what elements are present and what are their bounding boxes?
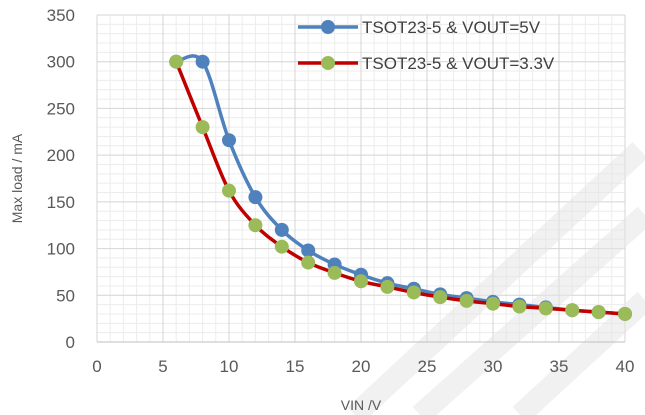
y-tick-label: 150 bbox=[47, 193, 75, 212]
data-point bbox=[195, 120, 210, 135]
data-point bbox=[354, 274, 368, 289]
data-point bbox=[222, 183, 236, 198]
data-point bbox=[248, 190, 263, 205]
y-tick-label: 300 bbox=[47, 53, 75, 72]
data-point bbox=[274, 222, 289, 237]
data-point bbox=[380, 279, 395, 294]
data-point bbox=[327, 265, 342, 280]
data-point bbox=[459, 293, 474, 308]
x-axis-title: VIN /V bbox=[341, 397, 382, 413]
data-point bbox=[195, 54, 210, 69]
data-point bbox=[486, 296, 500, 311]
watermark-stroke bbox=[347, 141, 645, 415]
x-tick-label: 30 bbox=[484, 357, 503, 376]
data-point bbox=[512, 299, 527, 314]
x-tick-label: 20 bbox=[352, 357, 371, 376]
series-layer bbox=[169, 54, 632, 321]
legend-marker bbox=[321, 56, 335, 70]
x-tick-label: 40 bbox=[616, 357, 635, 376]
y-tick-label: 0 bbox=[66, 333, 75, 352]
data-point bbox=[618, 306, 632, 321]
legend-label: TSOT23-5 & VOUT=5V bbox=[362, 18, 541, 37]
y-tick-label: 350 bbox=[47, 6, 75, 25]
data-point bbox=[169, 54, 184, 69]
data-point bbox=[538, 301, 553, 316]
series-2 bbox=[169, 54, 632, 321]
watermark-stroke bbox=[412, 206, 645, 415]
x-tick-label: 0 bbox=[92, 357, 101, 376]
legend-label: TSOT23-5 & VOUT=3.3V bbox=[362, 54, 555, 73]
y-tick-label: 200 bbox=[47, 146, 75, 165]
y-tick-label: 250 bbox=[47, 99, 75, 118]
legend-marker bbox=[321, 20, 335, 34]
x-tick-label: 35 bbox=[550, 357, 569, 376]
data-point bbox=[565, 303, 580, 318]
data-point bbox=[591, 305, 606, 320]
legend-entry-2: TSOT23-5 & VOUT=3.3V bbox=[298, 54, 555, 73]
data-point bbox=[248, 218, 263, 233]
major-gridlines bbox=[96, 14, 626, 343]
y-tick-label: 50 bbox=[56, 286, 75, 305]
x-tick-label: 25 bbox=[418, 357, 437, 376]
data-point bbox=[433, 290, 448, 305]
data-point bbox=[274, 239, 289, 254]
legend: TSOT23-5 & VOUT=5V TSOT23-5 & VOUT=3.3V bbox=[298, 18, 555, 73]
data-point bbox=[301, 243, 316, 258]
data-point bbox=[301, 255, 316, 270]
y-axis-title: Max load / mA bbox=[9, 133, 25, 223]
y-tick-label: 100 bbox=[47, 240, 75, 259]
x-tick-label: 5 bbox=[158, 357, 167, 376]
data-point bbox=[406, 285, 421, 300]
x-tick-label: 10 bbox=[220, 357, 239, 376]
legend-entry-1: TSOT23-5 & VOUT=5V bbox=[298, 18, 541, 37]
x-tick-label: 15 bbox=[286, 357, 305, 376]
data-point bbox=[222, 133, 236, 148]
axes: 0 5 10 15 20 25 30 35 40 0 50 100 150 200 250 300 350 bbox=[47, 6, 635, 376]
